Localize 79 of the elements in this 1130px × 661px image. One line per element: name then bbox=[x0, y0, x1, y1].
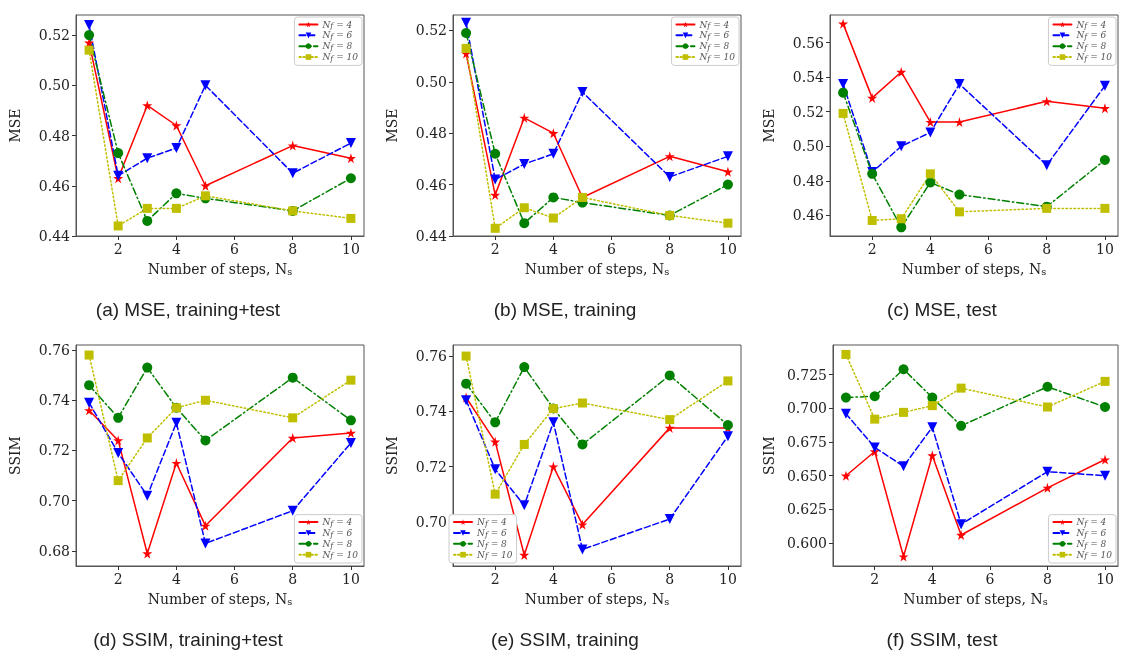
y-tick-label: 0.72 bbox=[415, 458, 447, 475]
text: (b) MSE, training bbox=[493, 299, 637, 320]
x-tick-label: 2 bbox=[867, 241, 877, 257]
y-tick-label: 0.675 bbox=[786, 434, 827, 451]
x-tick-label: 10 bbox=[1096, 571, 1114, 587]
x-tick-label: 4 bbox=[548, 571, 558, 587]
x-axis-title: Number of steps, Ns bbox=[147, 261, 293, 278]
x-tick-label: 4 bbox=[925, 241, 935, 257]
x-tick-label: 6 bbox=[607, 571, 617, 587]
y-tick-label: 0.48 bbox=[415, 125, 447, 142]
y-axis-title: MSE bbox=[761, 108, 777, 143]
y-tick-label: 0.76 bbox=[38, 342, 71, 359]
y-axis-title: SSIM bbox=[7, 436, 23, 475]
x-tick-label: 2 bbox=[490, 571, 500, 587]
y-tick-label: 0.56 bbox=[792, 34, 825, 51]
y-tick-label: 0.600 bbox=[786, 535, 827, 552]
x-tick-label: 2 bbox=[870, 571, 880, 587]
x-tick-label: 6 bbox=[985, 571, 995, 587]
y-tick-label: 0.625 bbox=[786, 501, 827, 518]
x-tick-label: 4 bbox=[171, 241, 181, 257]
text: (c) MSE, test bbox=[887, 299, 998, 320]
y-tick-label: 0.50 bbox=[415, 73, 447, 90]
y-tick-label: 0.50 bbox=[38, 77, 70, 94]
y-axis-title: MSE bbox=[7, 108, 23, 143]
y-tick-label: 0.48 bbox=[792, 172, 824, 189]
y-tick-label: 0.44 bbox=[415, 228, 448, 244]
y-tick-label: 0.54 bbox=[792, 69, 825, 86]
y-tick-label: 0.650 bbox=[786, 467, 827, 484]
x-tick-label: 8 bbox=[1043, 571, 1052, 587]
text: (a) MSE, training+test bbox=[95, 299, 281, 320]
y-tick-label: 0.52 bbox=[792, 103, 824, 120]
y-tick-label: 0.46 bbox=[792, 207, 825, 224]
y-tick-label: 0.50 bbox=[792, 138, 824, 155]
x-tick-label: 10 bbox=[718, 571, 737, 587]
y-tick-label: 0.46 bbox=[38, 177, 71, 194]
x-tick-label: 6 bbox=[230, 241, 240, 257]
x-tick-label: 4 bbox=[927, 571, 937, 587]
x-tick-label: 8 bbox=[665, 571, 675, 587]
text: (f) SSIM, test bbox=[886, 629, 999, 650]
x-axis-title: Number of steps, Ns bbox=[901, 261, 1047, 278]
x-axis-title: Number of steps, Ns bbox=[524, 591, 670, 608]
y-tick-label: 0.74 bbox=[415, 403, 448, 420]
y-axis-title: SSIM bbox=[384, 436, 400, 475]
y-tick-label: 0.52 bbox=[415, 22, 447, 39]
x-tick-label: 4 bbox=[171, 571, 181, 587]
y-axis-title: SSIM bbox=[761, 436, 777, 475]
x-tick-label: 10 bbox=[342, 571, 360, 587]
y-tick-label: 0.44 bbox=[38, 228, 71, 244]
x-tick-label: 6 bbox=[230, 571, 240, 587]
y-tick-label: 0.76 bbox=[415, 348, 448, 365]
x-axis-title: Number of steps, Ns bbox=[147, 591, 293, 608]
y-tick-label: 0.725 bbox=[786, 366, 827, 383]
x-tick-label: 10 bbox=[1095, 241, 1114, 257]
x-tick-label: 10 bbox=[342, 241, 360, 257]
x-tick-label: 8 bbox=[1042, 241, 1052, 257]
y-tick-label: 0.70 bbox=[415, 513, 447, 530]
y-axis-title: MSE bbox=[384, 108, 400, 143]
x-tick-label: 2 bbox=[113, 241, 123, 257]
x-tick-label: 6 bbox=[607, 241, 617, 257]
y-tick-label: 0.48 bbox=[38, 127, 70, 144]
text: (d) SSIM, training+test bbox=[93, 629, 284, 650]
y-tick-label: 0.70 bbox=[38, 492, 70, 509]
y-tick-label: 0.52 bbox=[38, 27, 70, 44]
y-tick-label: 0.700 bbox=[786, 400, 827, 417]
text: (e) SSIM, training bbox=[491, 629, 639, 650]
x-tick-label: 8 bbox=[288, 571, 298, 587]
x-tick-label: 4 bbox=[548, 241, 558, 257]
x-tick-label: 2 bbox=[113, 571, 123, 587]
x-axis-title: Number of steps, Ns bbox=[903, 591, 1048, 608]
x-axis-title: Number of steps, Ns bbox=[524, 261, 670, 278]
y-tick-label: 0.46 bbox=[415, 176, 448, 193]
x-tick-label: 10 bbox=[718, 241, 737, 257]
y-tick-label: 0.68 bbox=[38, 542, 70, 559]
y-tick-label: 0.74 bbox=[38, 392, 71, 409]
y-tick-label: 0.72 bbox=[38, 442, 70, 459]
x-tick-label: 6 bbox=[984, 241, 994, 257]
x-tick-label: 8 bbox=[288, 241, 298, 257]
x-tick-label: 2 bbox=[490, 241, 500, 257]
x-tick-label: 8 bbox=[665, 241, 675, 257]
